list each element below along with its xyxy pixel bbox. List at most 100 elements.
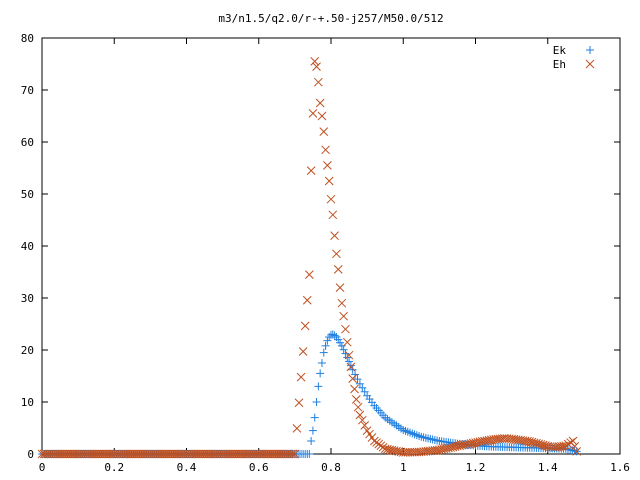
eh-point — [321, 145, 330, 155]
eh-point — [44, 449, 53, 459]
eh-point — [304, 270, 314, 279]
eh-point — [139, 449, 149, 459]
eh-point — [239, 449, 249, 459]
eh-point — [211, 449, 221, 459]
ek-point — [337, 341, 346, 350]
eh-point — [124, 449, 134, 459]
eh-point — [133, 449, 142, 459]
eh-point — [169, 449, 179, 459]
ek-point — [348, 365, 357, 374]
eh-point — [141, 449, 151, 459]
eh-point — [39, 449, 49, 459]
eh-point — [224, 449, 234, 459]
eh-point — [235, 449, 244, 459]
eh-point — [63, 449, 72, 459]
eh-point — [298, 347, 308, 356]
eh-point — [292, 424, 302, 433]
eh-point — [158, 449, 168, 459]
ek-point — [345, 357, 354, 366]
eh-point — [135, 449, 145, 459]
ek-point — [421, 433, 430, 442]
eh-point — [41, 449, 51, 459]
ek-point — [308, 426, 317, 435]
eh-point — [37, 449, 47, 459]
eh-point — [342, 337, 352, 347]
x-tick-label: 1.4 — [538, 461, 558, 474]
eh-point — [80, 449, 89, 459]
eh-point — [350, 384, 359, 394]
eh-point — [209, 449, 219, 459]
ek-point — [307, 437, 316, 445]
eh-point — [248, 449, 257, 459]
eh-point — [282, 449, 291, 459]
eh-point — [548, 442, 557, 452]
eh-point — [306, 166, 316, 175]
eh-point — [171, 449, 181, 459]
eh-point — [71, 449, 81, 459]
eh-point — [194, 449, 204, 459]
ek-point — [433, 436, 442, 445]
eh-point — [48, 449, 57, 459]
eh-point — [73, 449, 83, 459]
eh-point — [332, 249, 341, 259]
eh-point — [300, 321, 310, 331]
ek-point — [327, 330, 335, 339]
eh-point — [65, 449, 74, 459]
x-tick-label: 0.8 — [321, 461, 341, 474]
eh-point — [97, 449, 106, 459]
eh-point — [52, 449, 62, 459]
eh-point — [203, 449, 213, 459]
eh-point — [107, 449, 117, 459]
ek-point — [323, 336, 332, 345]
eh-point — [175, 449, 185, 459]
eh-point — [148, 449, 157, 459]
eh-point — [118, 449, 128, 459]
eh-point — [109, 449, 119, 459]
eh-point — [353, 402, 363, 412]
plot-frame — [41, 37, 621, 455]
eh-point — [312, 62, 321, 71]
eh-point — [233, 449, 242, 459]
eh-point — [288, 449, 298, 459]
eh-point — [58, 449, 68, 459]
axis-ticks: 0 0.2 0.4 0.6 0.8 1 1.2 1.4 1.6 0 10 20 30 40 50 60 70 80 — [21, 32, 630, 474]
y-tick-label: 20 — [21, 344, 34, 357]
eh-point — [245, 449, 255, 459]
y-tick-label: 10 — [21, 396, 34, 409]
eh-point — [103, 449, 113, 459]
eh-point — [310, 57, 320, 66]
eh-point — [46, 449, 55, 459]
eh-point — [561, 441, 571, 451]
legend-marker-ek — [586, 46, 594, 54]
eh-point — [333, 265, 343, 274]
eh-point — [50, 449, 60, 459]
eh-point — [262, 449, 272, 459]
eh-point — [226, 449, 236, 459]
eh-point — [131, 449, 140, 459]
eh-point — [258, 449, 268, 459]
eh-point — [243, 449, 253, 459]
eh-point — [269, 449, 278, 459]
eh-point — [337, 298, 347, 308]
eh-point — [277, 449, 287, 459]
eh-point — [56, 449, 66, 459]
data-marks — [37, 57, 582, 459]
eh-point — [237, 449, 247, 459]
eh-point — [143, 449, 153, 459]
eh-point — [344, 350, 354, 360]
eh-point — [112, 449, 121, 459]
x-tick-label: 0.2 — [104, 461, 124, 474]
eh-point — [279, 449, 289, 459]
eh-point — [67, 449, 77, 459]
eh-point — [184, 449, 193, 459]
eh-point — [154, 449, 164, 459]
eh-point — [572, 447, 582, 456]
eh-point — [95, 449, 104, 459]
x-tick-label: 1.6 — [610, 461, 630, 474]
eh-point — [559, 441, 568, 451]
eh-point — [190, 449, 200, 459]
ek-point — [314, 382, 323, 391]
eh-point — [271, 449, 281, 459]
eh-point — [78, 449, 87, 459]
